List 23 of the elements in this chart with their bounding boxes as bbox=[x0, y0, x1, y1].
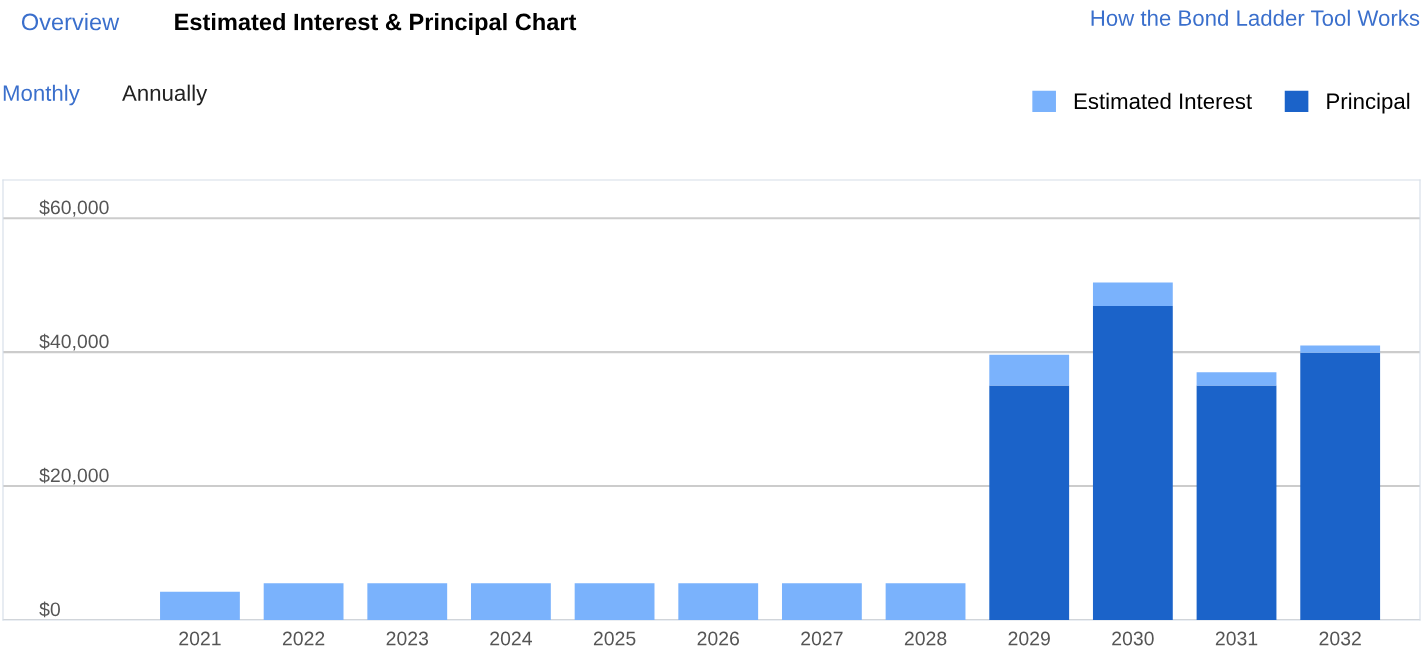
x-tick-label: 2029 bbox=[1008, 631, 1050, 646]
chart-title: Estimated Interest & Principal Chart bbox=[175, 13, 577, 35]
text: Annually bbox=[122, 84, 208, 106]
x-tick-label: 2024 bbox=[490, 631, 532, 646]
text: Monthly bbox=[3, 84, 80, 106]
x-tick-label: 2031 bbox=[1215, 631, 1258, 646]
x-tick-label: 2030 bbox=[1112, 631, 1154, 646]
y-tick-label: $0 bbox=[39, 601, 60, 618]
x-tick-label: 2027 bbox=[801, 631, 843, 646]
x-tick-label: 2028 bbox=[904, 631, 947, 646]
x-tick-label: 2021 bbox=[179, 631, 221, 646]
x-tick-label: 2023 bbox=[386, 631, 429, 646]
x-tick-label: 2025 bbox=[593, 631, 636, 646]
x-tick-label: 2032 bbox=[1319, 631, 1361, 646]
y-tick-label: $20,000 bbox=[39, 467, 109, 485]
y-tick-label: $40,000 bbox=[39, 333, 109, 351]
legend-label: Principal bbox=[1327, 92, 1410, 114]
text: Overview bbox=[21, 13, 120, 31]
y-tick-label: $60,000 bbox=[39, 199, 109, 217]
text: How the Bond Ladder Tool Works bbox=[1091, 9, 1420, 26]
x-tick-label: 2026 bbox=[697, 631, 740, 646]
legend-label: Estimated Interest bbox=[1074, 92, 1252, 110]
x-tick-label: 2022 bbox=[282, 631, 325, 646]
